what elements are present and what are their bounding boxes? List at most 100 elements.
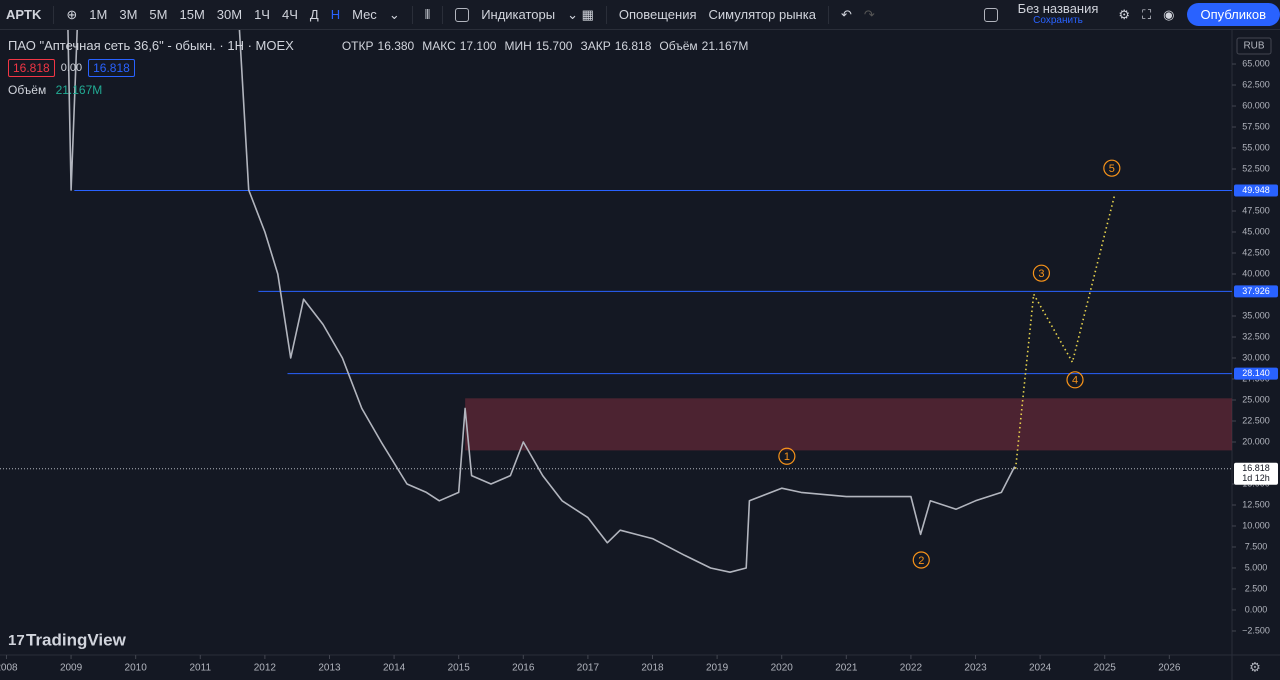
interval[interactable]: 1M	[89, 7, 108, 22]
chart: 1 2 3 4 5 RUB TradingView 17 ⚙ −2.500 0.000 2.…	[0, 30, 1280, 680]
replay[interactable]: Симулятор рынка	[708, 7, 816, 22]
volume-label: Объём	[8, 83, 47, 97]
watermark: TradingView	[26, 630, 127, 649]
readout-label: МАКС	[422, 38, 456, 53]
x-tick-label: 2021	[835, 663, 858, 674]
y-tick-label: 40.000	[1242, 268, 1270, 278]
interval[interactable]: Д	[309, 7, 319, 22]
y-tick-label: 7.500	[1245, 541, 1268, 551]
x-tick-label: 2012	[254, 663, 277, 674]
legend-title[interactable]: ПАО "Аптечная сеть 36,6" - обыкн. · 1Н ·…	[8, 38, 294, 53]
y-tick-label: 12.500	[1242, 499, 1270, 509]
x-tick-label: 2018	[641, 663, 664, 674]
wave-circle	[1032, 264, 1051, 282]
price-line-tag	[1234, 285, 1278, 298]
symbol-search[interactable]: APTK	[6, 7, 42, 22]
interval[interactable]: 1Ч	[254, 7, 270, 22]
y-tick-label: 57.500	[1242, 121, 1270, 131]
readout-label: Объём	[659, 38, 698, 53]
price-line-label: 37.926	[1242, 286, 1270, 296]
indicators[interactable]: Индикаторы	[481, 7, 556, 22]
wave-label: 4	[1072, 375, 1078, 387]
interval[interactable]: 15M	[179, 7, 205, 22]
sell-price[interactable]: 16.818	[8, 59, 55, 77]
settings[interactable]: ⚙	[1118, 6, 1131, 22]
readout-value: 17.100	[459, 38, 497, 53]
price-line-tag	[1234, 367, 1278, 380]
y-tick-label: 22.500	[1242, 415, 1270, 425]
x-tick-label: 2024	[1029, 663, 1052, 674]
y-tick-label: 60.000	[1242, 100, 1270, 110]
x-tick-label: 2016	[512, 663, 535, 674]
undo[interactable]: ↶	[840, 6, 852, 22]
layout-checkbox[interactable]	[983, 7, 998, 22]
y-tick-label: 2.500	[1245, 583, 1268, 593]
y-tick-label: 45.000	[1242, 226, 1270, 236]
x-tick-label: 2025	[1094, 663, 1117, 674]
readout-label: ОТКР	[341, 38, 374, 53]
x-tick-label: 2017	[577, 663, 600, 674]
x-tick-label: 2015	[448, 663, 471, 674]
interval[interactable]: Мес	[352, 7, 377, 22]
snapshot[interactable]: ◉	[1163, 6, 1175, 22]
x-tick-label: 2014	[383, 663, 406, 674]
interval[interactable]: Н	[330, 7, 341, 22]
fullscreen[interactable]: ⛶	[1142, 6, 1152, 22]
layout-icon[interactable]: ⌄ ▦	[567, 6, 594, 22]
readout-value: 15.700	[535, 38, 573, 53]
y-tick-label: 62.500	[1242, 79, 1270, 89]
y-tick-label: 65.000	[1242, 58, 1270, 68]
wave-circle	[778, 447, 796, 465]
chart-type[interactable]: ⫴	[424, 6, 431, 22]
wave-label: 1	[784, 451, 790, 463]
y-tick-label: 0.000	[1245, 604, 1268, 614]
wave-circle	[912, 551, 930, 569]
interval[interactable]: 4Ч	[281, 7, 298, 22]
x-tick-label: 2013	[318, 663, 341, 674]
x-tick-label: 2011	[190, 663, 212, 674]
x-tick-label: 2010	[125, 663, 148, 674]
y-tick-label: 5.000	[1245, 562, 1268, 572]
axis-settings[interactable]: ⚙	[1249, 659, 1261, 674]
interval[interactable]: 5M	[149, 7, 168, 22]
price-series	[67, 30, 1017, 573]
volume-value: 21.167M	[55, 83, 103, 97]
readout: ОТКР 16.380 МАКС 17.100 МИН 15.700 ЗАКР 16.818 О…	[342, 39, 753, 53]
y-tick-label: 52.500	[1242, 163, 1270, 173]
resistance-zone	[465, 398, 1232, 451]
x-tick-label: 2009	[60, 663, 83, 674]
indicators-icon	[455, 7, 470, 22]
interval[interactable]: 3M	[119, 7, 138, 22]
add-symbol[interactable]: ⊕	[66, 6, 78, 22]
chevron[interactable]: ⌄	[388, 6, 400, 22]
legend: ПАО "Аптечная сеть 36,6" - обыкн. · 1Н ·…	[8, 38, 752, 97]
y-tick-label: 55.000	[1242, 142, 1270, 152]
alerts[interactable]: Оповещения	[618, 7, 697, 22]
x-tick-label: 2020	[771, 663, 794, 674]
price-line-label: 49.948	[1242, 185, 1270, 195]
interval[interactable]: 30M	[216, 7, 243, 22]
plot: 1 2 3 4 5	[0, 30, 1232, 573]
y-tick-label: 42.500	[1242, 247, 1270, 257]
save-box[interactable]: Без названия Сохранить	[1004, 0, 1113, 27]
toolbar: APTK ⊕ 1M 3M 5M 15M 30M 1Ч 4Ч Д Н Мес ⌄ ⫴ Индикат…	[0, 0, 1280, 30]
buy-price[interactable]: 16.818	[88, 59, 135, 77]
y-tick-label: −2.500	[1242, 625, 1270, 635]
y-tick-label: 20.000	[1242, 436, 1270, 446]
readout-value: 21.167M	[701, 38, 749, 53]
y-tick-label: 47.500	[1242, 205, 1270, 215]
layout-name: Без названия	[1017, 0, 1099, 16]
price-line-tag	[1234, 184, 1278, 197]
wave-label: 5	[1109, 163, 1115, 175]
x-tick-label: 2026	[1158, 663, 1181, 674]
x-tick-label: 2023	[964, 663, 987, 674]
currency: RUB	[1243, 41, 1264, 52]
last-price-tag	[1234, 462, 1278, 485]
intervals: 1M 3M 5M 15M 30M 1Ч 4Ч Д Н Мес	[83, 7, 383, 22]
publish[interactable]: Опубликов	[1186, 3, 1280, 26]
wave-circle	[1066, 371, 1084, 389]
redo[interactable]: ↷	[863, 6, 875, 22]
watermark-logo: 17	[8, 632, 25, 649]
y-tick-label: 35.000	[1242, 310, 1270, 320]
